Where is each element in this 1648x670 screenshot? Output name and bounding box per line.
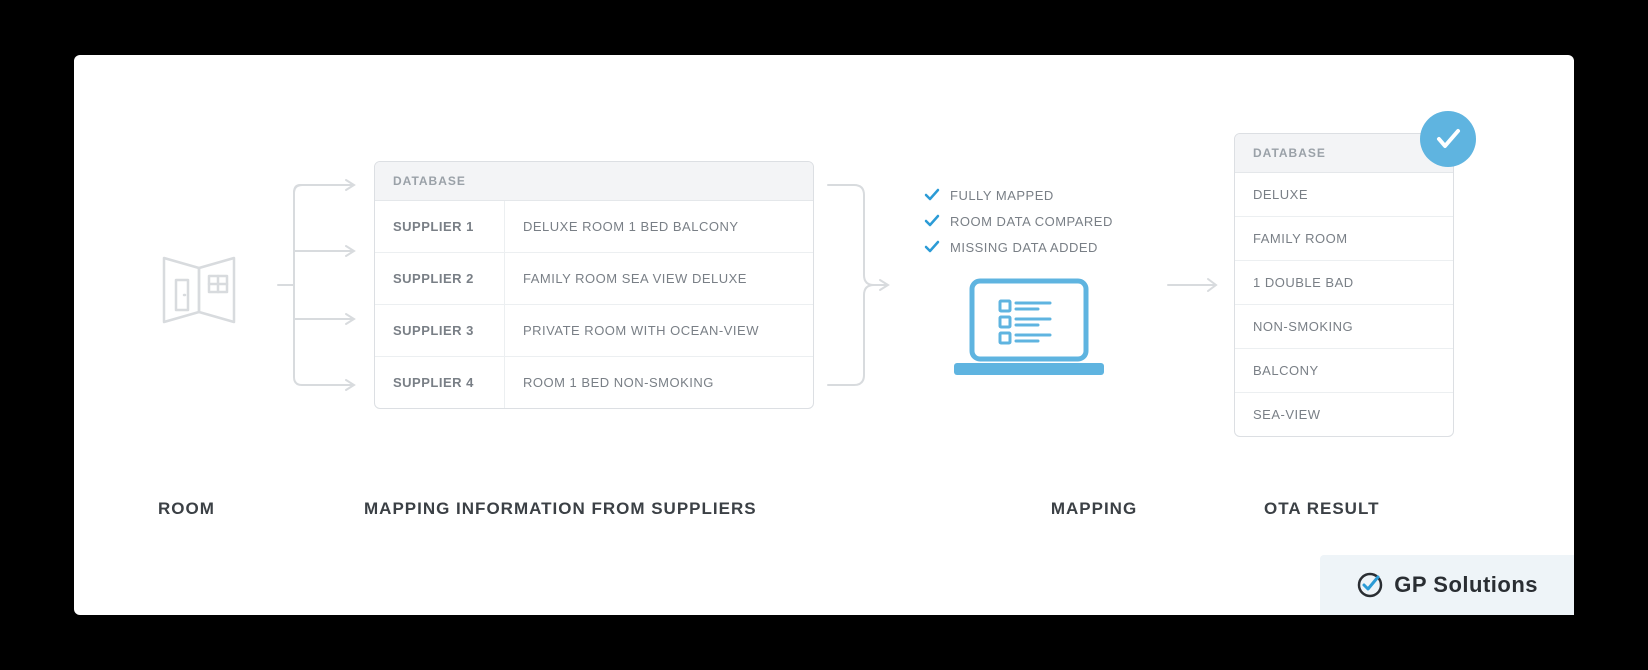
check-label: ROOM DATA COMPARED — [950, 214, 1113, 229]
check-item: FULLY MAPPED — [924, 187, 1154, 203]
supplier-cell: SUPPLIER 4 — [375, 357, 505, 408]
list-item: DELUXE — [1235, 173, 1453, 217]
ota-database: DATABASE DELUXE FAMILY ROOM 1 DOUBLE BAD… — [1234, 133, 1454, 437]
flow-container: DATABASE SUPPLIER 1 DELUXE ROOM 1 BED BA… — [134, 105, 1514, 465]
checklist: FULLY MAPPED ROOM DATA COMPARED MISSING … — [904, 187, 1154, 255]
table-row: SUPPLIER 1 DELUXE ROOM 1 BED BALCONY — [375, 201, 813, 253]
captions-row: ROOM MAPPING INFORMATION FROM SUPPLIERS … — [134, 499, 1514, 519]
list-item: BALCONY — [1235, 349, 1453, 393]
desc-cell: DELUXE ROOM 1 BED BALCONY — [505, 201, 813, 252]
check-icon — [1433, 124, 1463, 154]
supplier-cell: SUPPLIER 1 — [375, 201, 505, 252]
branch-connector — [274, 155, 364, 415]
table-row: SUPPLIER 2 FAMILY ROOM SEA VIEW DELUXE — [375, 253, 813, 305]
converge-connector — [824, 155, 894, 415]
table-row: SUPPLIER 3 PRIVATE ROOM WITH OCEAN-VIEW — [375, 305, 813, 357]
desc-cell: FAMILY ROOM SEA VIEW DELUXE — [505, 253, 813, 304]
logo-footer: GP Solutions — [1320, 555, 1574, 615]
check-icon — [924, 187, 940, 203]
list-item: SEA-VIEW — [1235, 393, 1453, 436]
success-badge — [1420, 111, 1476, 167]
caption-ota: OTA RESULT — [1224, 499, 1514, 519]
desc-cell: ROOM 1 BED NON-SMOKING — [505, 357, 813, 408]
caption-room: ROOM — [134, 499, 364, 519]
table-row: SUPPLIER 4 ROOM 1 BED NON-SMOKING — [375, 357, 813, 408]
room-icon — [154, 240, 244, 330]
diagram-card: DATABASE SUPPLIER 1 DELUXE ROOM 1 BED BA… — [74, 55, 1574, 615]
mapping-column: FULLY MAPPED ROOM DATA COMPARED MISSING … — [904, 187, 1154, 383]
caption-suppliers: MAPPING INFORMATION FROM SUPPLIERS — [364, 499, 894, 519]
supplier-cell: SUPPLIER 3 — [375, 305, 505, 356]
check-label: MISSING DATA ADDED — [950, 240, 1098, 255]
list-item: FAMILY ROOM — [1235, 217, 1453, 261]
check-label: FULLY MAPPED — [950, 188, 1054, 203]
check-icon — [924, 213, 940, 229]
suppliers-database: DATABASE SUPPLIER 1 DELUXE ROOM 1 BED BA… — [374, 161, 814, 409]
ota-column: DATABASE DELUXE FAMILY ROOM 1 DOUBLE BAD… — [1234, 133, 1454, 437]
caption-mapping: MAPPING — [894, 499, 1224, 519]
logo-check-icon — [1356, 571, 1384, 599]
list-item: 1 DOUBLE BAD — [1235, 261, 1453, 305]
arrow-connector — [1164, 275, 1224, 295]
list-item: NON-SMOKING — [1235, 305, 1453, 349]
logo-text: GP Solutions — [1394, 572, 1538, 598]
supplier-cell: SUPPLIER 2 — [375, 253, 505, 304]
db-header: DATABASE — [375, 162, 813, 201]
check-item: ROOM DATA COMPARED — [924, 213, 1154, 229]
check-icon — [924, 239, 940, 255]
laptop-icon — [944, 273, 1114, 383]
check-item: MISSING DATA ADDED — [924, 239, 1154, 255]
room-column — [134, 105, 264, 465]
desc-cell: PRIVATE ROOM WITH OCEAN-VIEW — [505, 305, 813, 356]
